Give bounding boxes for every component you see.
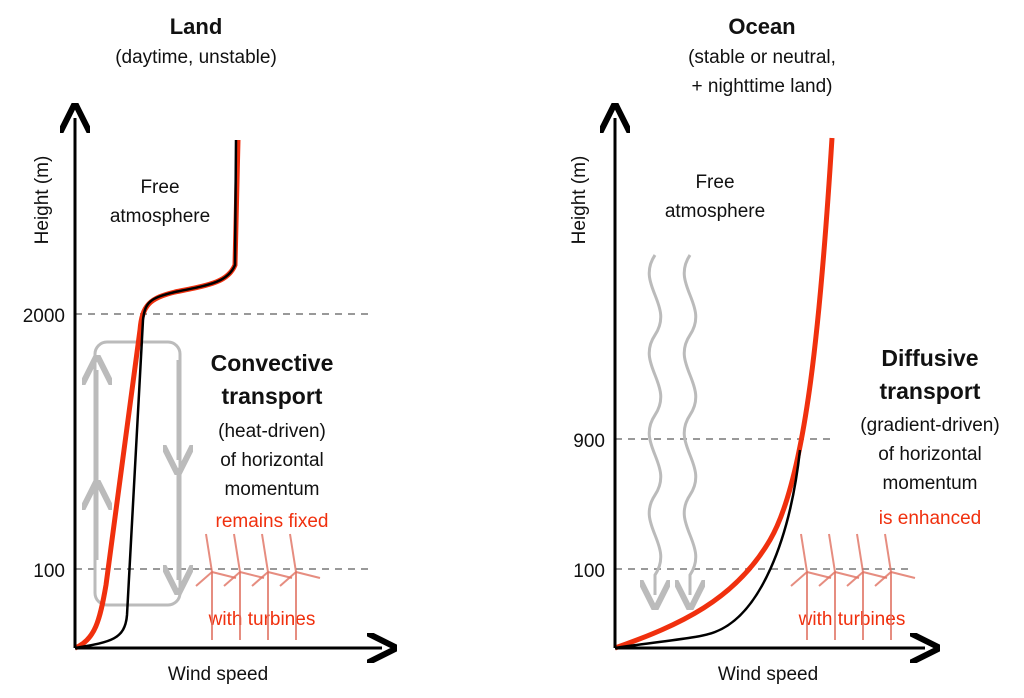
turbine-part	[205, 533, 213, 573]
eddy-arrow	[649, 254, 661, 595]
subtitle: (stable or neutral,	[688, 47, 836, 68]
title: Land	[170, 14, 223, 39]
eddy-arrow	[684, 254, 696, 595]
turbine-part	[251, 571, 269, 587]
y-label: Height (m)	[32, 156, 53, 245]
land-panel: Land (daytime, unstable) Height (m) 2000…	[23, 14, 382, 685]
x-label: Wind speed	[168, 664, 268, 685]
turbine-part	[818, 571, 836, 587]
free-atmosphere: atmosphere	[665, 201, 765, 222]
tick-label: 2000	[23, 306, 65, 327]
effect: is enhanced	[879, 508, 981, 529]
transport: Diffusive	[881, 345, 978, 371]
ocean-panel: Ocean (stable or neutral, + nighttime la…	[569, 14, 1000, 685]
turbines-label: with turbines	[798, 609, 906, 630]
turbine-part	[828, 533, 836, 573]
turbine-part	[806, 571, 832, 579]
turbine-part	[874, 571, 892, 587]
detail: of horizontal	[878, 444, 982, 465]
transport: transport	[222, 383, 323, 409]
turbine-part	[223, 571, 241, 587]
turbine-part	[834, 571, 860, 579]
turbines	[195, 533, 916, 640]
turbine-part	[239, 571, 265, 579]
turbine-part	[261, 533, 269, 573]
turbine-part	[195, 571, 213, 587]
profile-no-turbines	[614, 449, 802, 650]
tick-label: 900	[573, 431, 605, 452]
y-label: Height (m)	[569, 156, 590, 245]
x-label: Wind speed	[718, 664, 818, 685]
free-atmosphere: Free	[695, 172, 734, 193]
subtitle: + nighttime land)	[692, 76, 833, 97]
turbines-label: with turbines	[208, 609, 316, 630]
profile-with-turbines	[614, 137, 835, 651]
turbine-part	[295, 571, 321, 579]
transport: Convective	[211, 350, 334, 376]
detail: of horizontal	[220, 450, 324, 471]
detail: (gradient-driven)	[860, 415, 999, 436]
tick-label: 100	[573, 561, 605, 582]
turbine-part	[211, 571, 237, 579]
turbine-part	[279, 571, 297, 587]
free-atmosphere: Free	[140, 177, 179, 198]
turbine-part	[856, 533, 864, 573]
detail: momentum	[882, 473, 977, 494]
turbine-part	[846, 571, 864, 587]
tick-label: 100	[33, 561, 65, 582]
turbine-part	[289, 533, 297, 573]
free-atmosphere: atmosphere	[110, 206, 210, 227]
title: Ocean	[728, 14, 795, 39]
turbine-part	[267, 571, 293, 579]
turbine-part	[884, 533, 892, 573]
detail: momentum	[224, 479, 319, 500]
subtitle: (daytime, unstable)	[115, 47, 277, 68]
turbine-part	[790, 571, 808, 587]
turbine-part	[890, 571, 916, 579]
turbine-part	[233, 533, 241, 573]
turbine-part	[800, 533, 808, 573]
profile-no-turbines	[74, 139, 238, 650]
effect: remains fixed	[216, 511, 329, 532]
detail: (heat-driven)	[218, 421, 326, 442]
transport: transport	[880, 378, 981, 404]
turbine-part	[862, 571, 888, 579]
